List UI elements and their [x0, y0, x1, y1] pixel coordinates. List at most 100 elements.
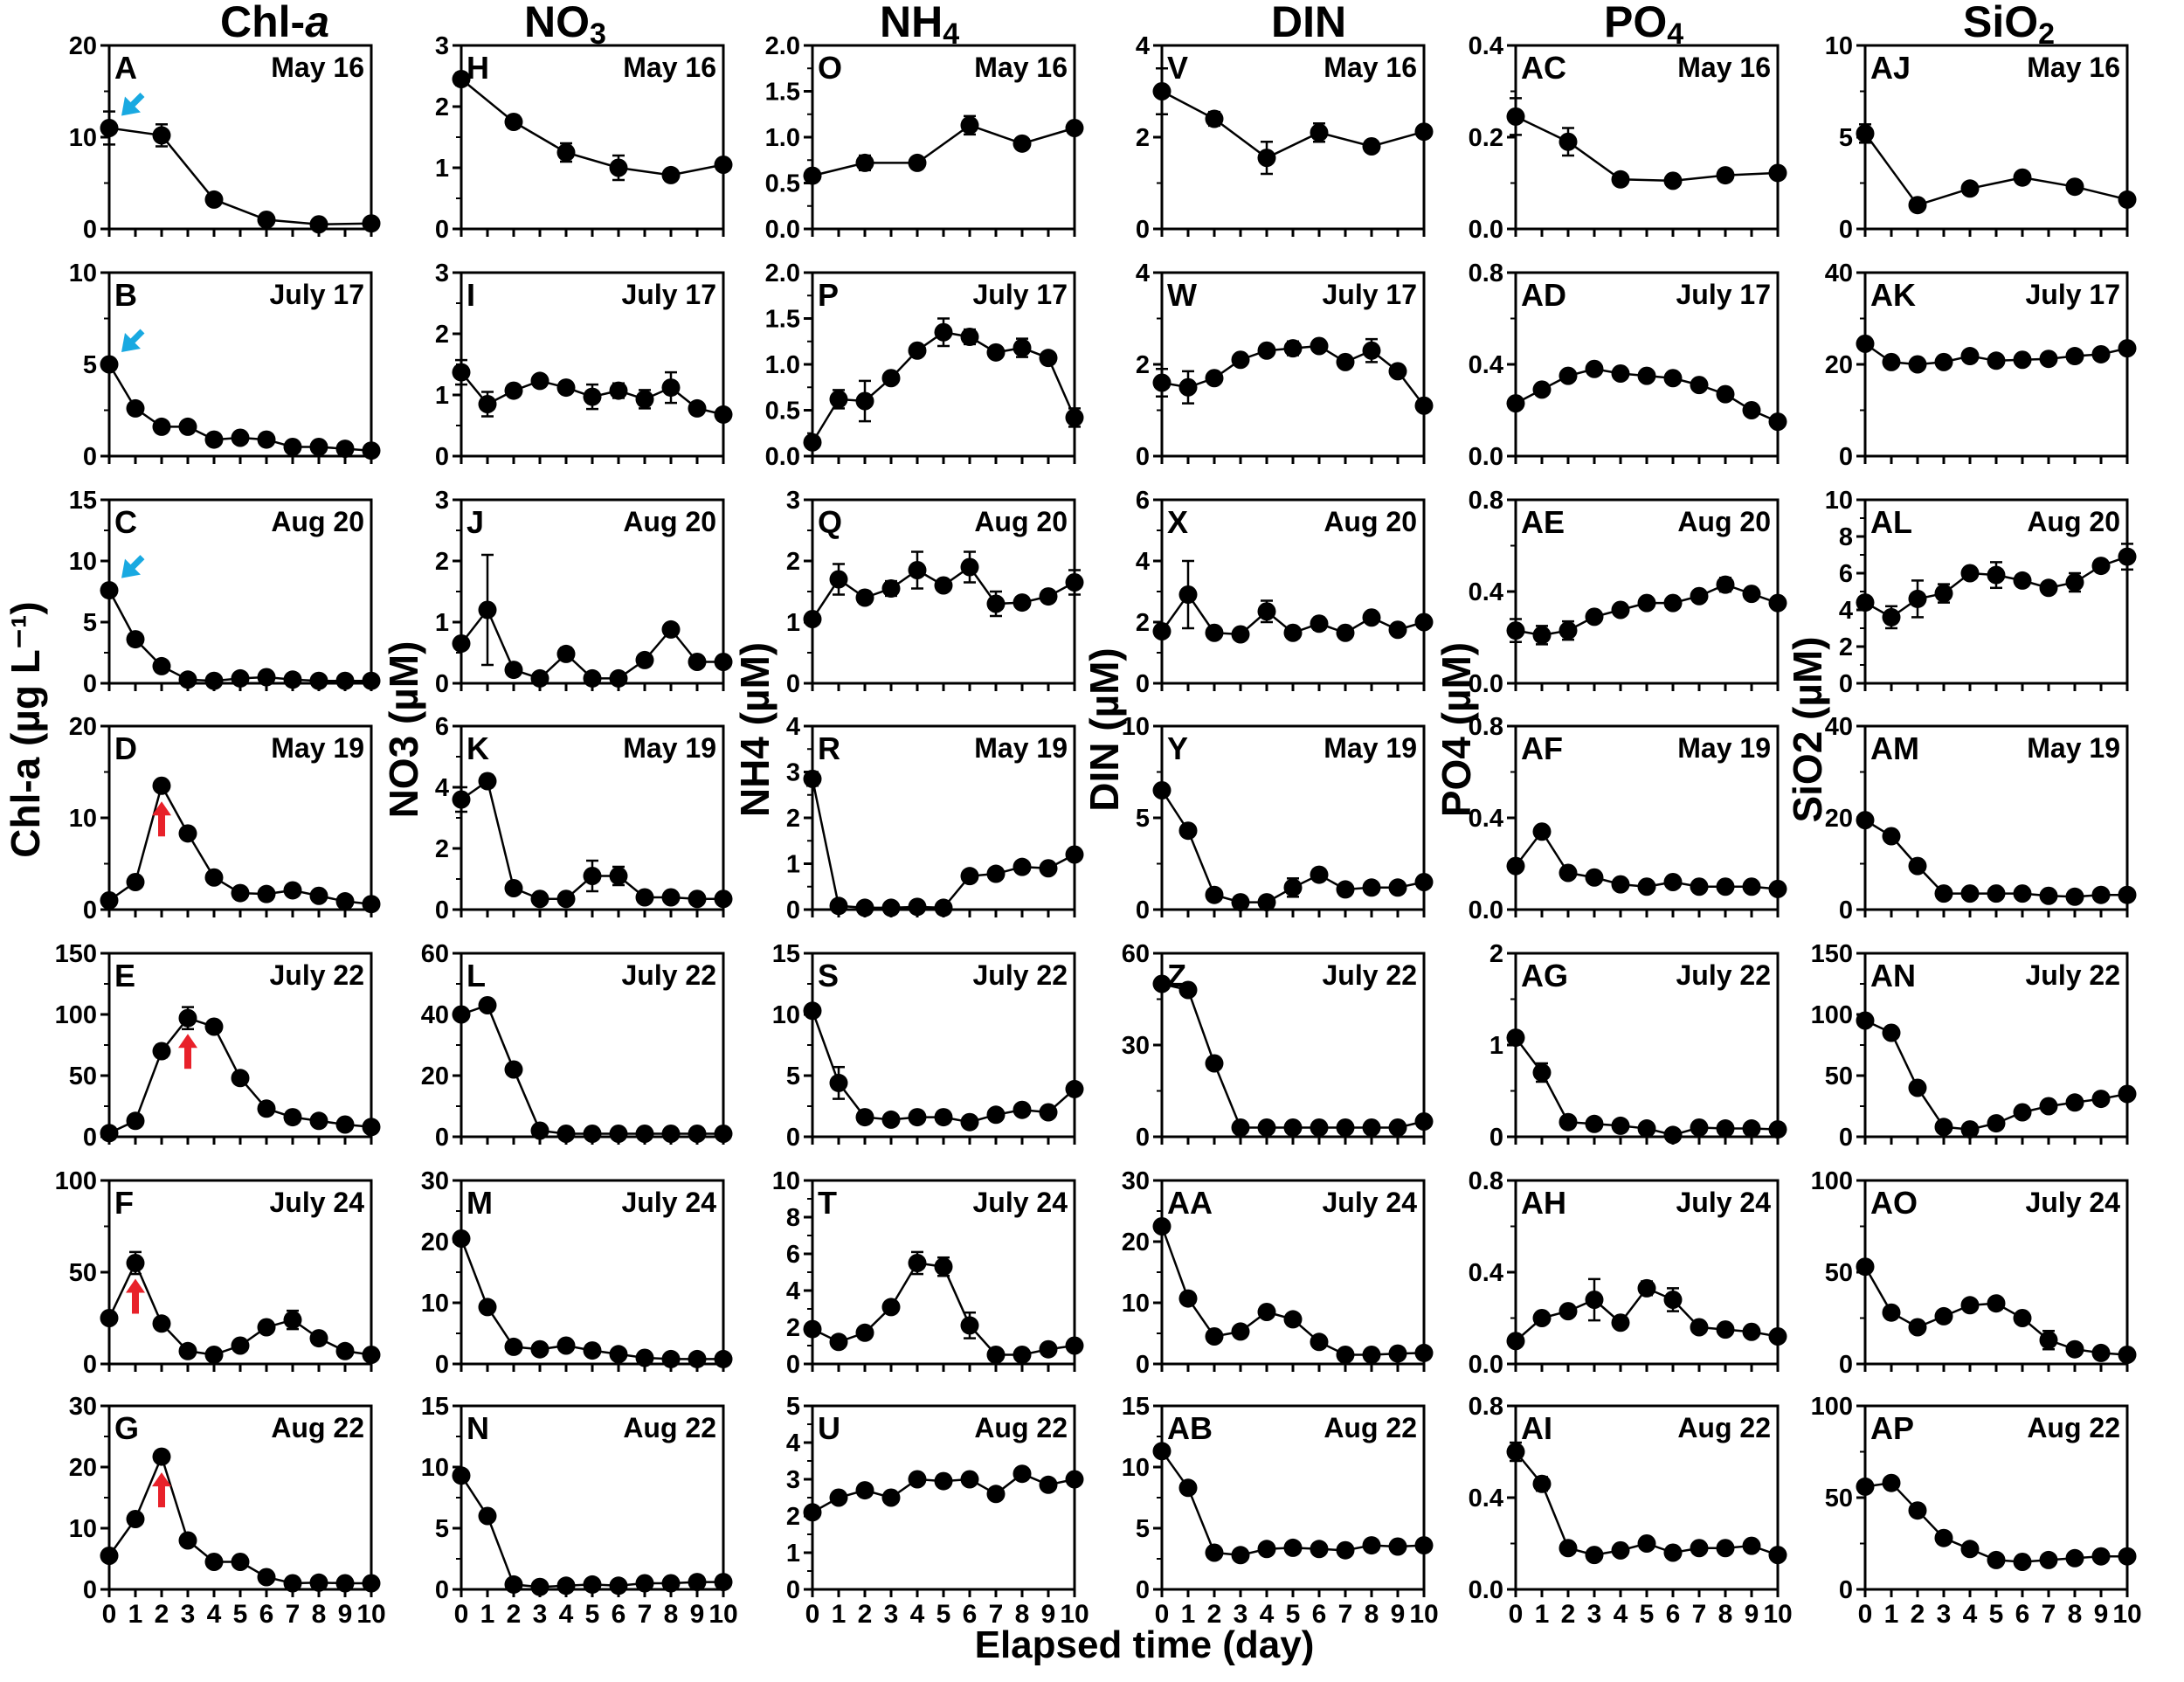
column-title-text: SiO2 — [1963, 0, 2055, 51]
data-point — [530, 1339, 549, 1359]
y-tick-label: 30 — [1122, 1167, 1150, 1195]
data-point — [1362, 878, 1381, 897]
data-point — [1414, 613, 1434, 632]
data-point — [257, 884, 276, 903]
data-point — [1039, 859, 1058, 878]
x-tick-label: 7 — [638, 1600, 653, 1629]
y-axis-label-0: Chl-a (µg L⁻¹) — [3, 601, 48, 858]
data-point — [908, 1254, 927, 1272]
panel-date: July 22 — [1676, 959, 1771, 991]
data-point — [1336, 623, 1355, 642]
data-point — [1742, 1536, 1761, 1555]
data-point — [1856, 1011, 1875, 1030]
panel-label: AA — [1167, 1185, 1213, 1221]
data-point — [1585, 868, 1604, 887]
x-tick-label: 0 — [1509, 1600, 1524, 1629]
y-tick-label: 0 — [786, 1576, 800, 1604]
y-tick-label: 0.8 — [1469, 487, 1503, 515]
data-point — [855, 153, 874, 172]
panel-date: July 22 — [2025, 959, 2120, 991]
data-point — [1152, 82, 1171, 100]
x-tick-label: 9 — [338, 1600, 353, 1629]
data-point — [1231, 1118, 1250, 1137]
data-point — [204, 1017, 224, 1036]
x-tick-label: 7 — [1692, 1600, 1707, 1629]
y-tick-label: 0 — [435, 1576, 449, 1604]
panel-label: H — [467, 50, 489, 86]
data-point — [1716, 575, 1735, 594]
y-tick-label: 0 — [83, 1124, 97, 1152]
y-tick-label: 2 — [435, 321, 449, 349]
data-point — [309, 215, 328, 234]
arrow-red-head — [178, 1034, 197, 1049]
data-point — [1716, 1320, 1735, 1339]
y-tick-label: 2 — [1136, 609, 1150, 637]
y-tick-label: 20 — [1825, 351, 1853, 379]
y-tick-label: 0 — [786, 670, 800, 698]
data-point — [1506, 107, 1525, 126]
y-tick-label: 2 — [786, 805, 800, 833]
y-tick-label: 40 — [1825, 713, 1853, 741]
data-point — [1882, 1473, 1901, 1492]
panel-label: AG — [1521, 958, 1568, 993]
data-point — [1987, 1294, 2006, 1313]
data-point — [1506, 621, 1525, 640]
data-point — [204, 671, 224, 690]
data-point — [609, 381, 628, 400]
data-point — [1716, 1119, 1735, 1139]
panel-date: May 16 — [1324, 52, 1417, 83]
data-point — [1716, 166, 1735, 185]
data-point — [714, 156, 733, 174]
data-point — [1559, 1112, 1578, 1132]
panel-label: Z — [1167, 958, 1186, 993]
y-tick-label: 10 — [1825, 487, 1853, 515]
y-tick-label: 0 — [83, 1576, 97, 1604]
data-point — [2013, 168, 2032, 187]
data-point — [1414, 1343, 1434, 1362]
data-point — [126, 398, 145, 418]
data-point — [1934, 1118, 1953, 1137]
data-point — [960, 557, 979, 577]
y-tick-label: 40 — [1825, 260, 1853, 287]
data-point — [829, 896, 848, 916]
data-point — [1039, 349, 1058, 368]
panel-date: July 24 — [972, 1187, 1068, 1218]
data-point — [1178, 585, 1198, 604]
y-tick-label: 0 — [435, 443, 449, 471]
data-point — [556, 1336, 576, 1355]
data-point — [2039, 350, 2058, 369]
data-point — [1013, 1464, 1032, 1484]
y-tick-label: 2 — [786, 1314, 800, 1342]
data-point — [1742, 1322, 1761, 1341]
panel-date: Aug 22 — [2027, 1412, 2120, 1443]
data-point — [1506, 1332, 1525, 1351]
data-point — [714, 1125, 733, 1143]
data-point — [583, 867, 602, 885]
x-tick-label: 5 — [936, 1600, 951, 1629]
data-point — [2091, 1547, 2111, 1566]
data-point — [152, 126, 171, 145]
y-tick-label: 20 — [69, 32, 97, 60]
y-tick-label: 2 — [1136, 351, 1150, 379]
column-title-text: DIN — [1271, 0, 1346, 46]
panel-label: L — [467, 958, 486, 993]
panel-O: 0.0 0.5 1.0 1.5 2.0 O May 16 — [765, 32, 1084, 244]
data-point — [1960, 347, 1980, 366]
data-point — [504, 113, 523, 131]
panel-H: 0 1 2 3H May 16 — [435, 32, 733, 244]
y-tick-label: 20 — [421, 1062, 449, 1090]
data-point — [152, 656, 171, 675]
y-tick-label: 10 — [69, 548, 97, 576]
y-tick-label: 5 — [1839, 124, 1853, 152]
panel-date: July 17 — [269, 279, 364, 310]
panel-label: AC — [1521, 50, 1566, 86]
data-point — [1205, 369, 1224, 388]
x-tick-label: 2 — [1561, 1600, 1576, 1629]
data-point — [504, 381, 523, 400]
panel-V: 0 2 4V May 16 — [1136, 32, 1434, 244]
data-point — [335, 671, 355, 690]
y-tick-label: 10 — [772, 1167, 800, 1195]
data-point — [1716, 1539, 1735, 1558]
panel-label: G — [114, 1410, 139, 1446]
